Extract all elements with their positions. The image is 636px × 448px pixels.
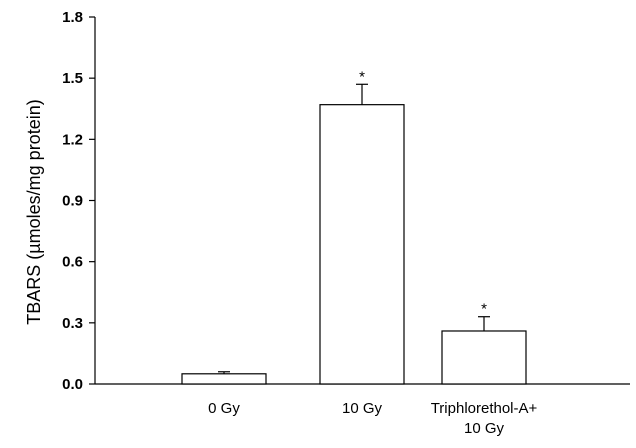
y-tick-label: 1.5 bbox=[62, 70, 83, 87]
x-category-label: 0 Gy bbox=[208, 400, 240, 417]
bar bbox=[441, 330, 527, 385]
significance-marker: * bbox=[481, 301, 487, 318]
y-tick-label: 0.3 bbox=[62, 315, 83, 332]
y-tick-label: 0.0 bbox=[62, 376, 83, 393]
y-tick-label: 0.9 bbox=[62, 193, 83, 210]
y-axis-label: TBARS (µmoles/mg protein) bbox=[24, 99, 44, 324]
y-tick-label: 1.2 bbox=[62, 131, 83, 148]
y-tick-label: 0.6 bbox=[62, 254, 83, 271]
x-category-label: Triphlorethol-A+ bbox=[431, 400, 538, 417]
bar bbox=[181, 373, 267, 385]
significance-marker: * bbox=[359, 68, 365, 85]
labels: 0 Gy * 10 Gy * Triphlorethol-A+ 10 Gy bbox=[208, 68, 537, 437]
x-category-label: 10 Gy bbox=[342, 400, 383, 417]
bars bbox=[181, 83, 527, 385]
y-tick-label: 1.8 bbox=[62, 9, 83, 26]
bar bbox=[319, 104, 405, 385]
x-category-label: 10 Gy bbox=[464, 420, 505, 437]
